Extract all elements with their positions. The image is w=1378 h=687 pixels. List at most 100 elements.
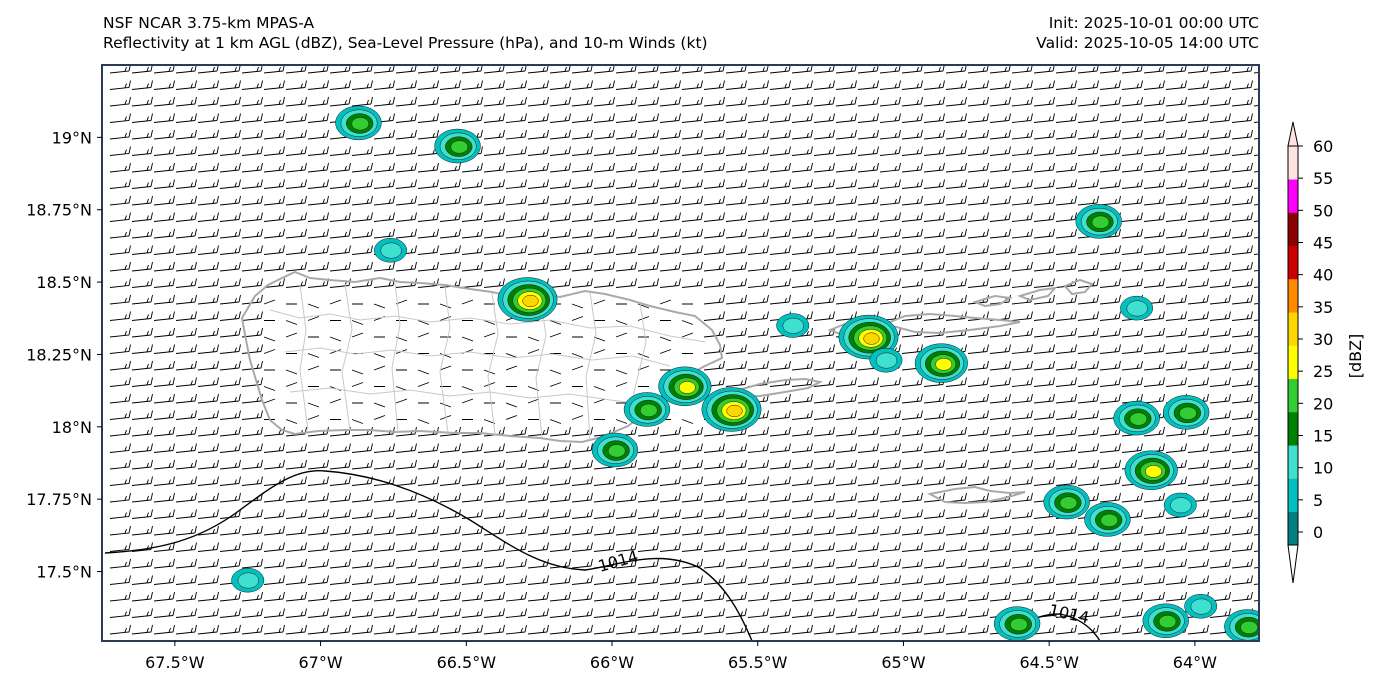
model-title: NSF NCAR 3.75-km MPAS-A [103, 14, 315, 32]
colorbar-segment [1288, 378, 1298, 413]
reflectivity-contour [1240, 620, 1258, 635]
colorbar-tick-label: 55 [1313, 169, 1333, 188]
lon-tick-label: 67.5°W [145, 653, 205, 672]
lon-tick-label: 64°W [1173, 653, 1217, 672]
colorbar-segment [1288, 312, 1298, 346]
colorbar-segment [1288, 412, 1298, 446]
reflectivity-contour [1126, 300, 1148, 317]
storm-cell [591, 432, 639, 468]
isobar-1014-west [104, 470, 753, 641]
reflectivity-contour [639, 403, 658, 417]
colorbar-segment [1288, 245, 1298, 280]
reflectivity-contour [863, 332, 880, 345]
storm-cell [1120, 295, 1154, 321]
reflectivity-cells [231, 105, 1259, 641]
colorbar-segment [1288, 445, 1298, 479]
lat-tick-label: 18.25°N [26, 345, 92, 364]
virgin-islands-coastline [881, 278, 1094, 335]
storm-cell [623, 392, 671, 427]
colorbar-segment [1288, 279, 1298, 313]
storm-cell [869, 347, 903, 373]
storm-cell [1043, 484, 1090, 520]
storm-cell [701, 387, 762, 432]
storm-cell [434, 128, 481, 164]
storm-cell [1124, 450, 1178, 490]
st-croix-coastline [927, 485, 1026, 505]
fields-title: Reflectivity at 1 km AGL (dBZ), Sea-Leve… [103, 34, 708, 52]
storm-cell [993, 606, 1041, 641]
lon-tick-label: 64.5°W [1019, 653, 1079, 672]
storm-cell [1163, 492, 1197, 518]
colorbar-tick-label: 50 [1313, 201, 1333, 220]
storm-cell [1142, 603, 1189, 638]
storm-cell [1184, 594, 1218, 619]
colorbar-tick-label: 45 [1313, 234, 1333, 253]
reflectivity-contour [450, 140, 469, 154]
colorbar-segment [1288, 212, 1298, 247]
reflectivity-contour [1100, 513, 1119, 527]
storm-cell [1084, 502, 1131, 537]
colorbar-segment [1288, 478, 1298, 513]
storm-cell [914, 343, 968, 383]
lon-tick-label: 66.5°W [437, 653, 497, 672]
reflectivity-contour [607, 444, 626, 458]
colorbar-tick-label: 0 [1313, 523, 1323, 542]
reflectivity-contour [1059, 496, 1078, 510]
reflectivity-contour [237, 572, 259, 589]
storm-cell [1075, 204, 1122, 239]
reflectivity-contour [1091, 215, 1110, 229]
map-background [102, 65, 1259, 641]
storm-cell [838, 314, 899, 360]
lat-tick-label: 18.75°N [26, 201, 92, 220]
title-right: Init: 2025-10-01 00:00 UTC Valid: 2025-1… [1036, 13, 1259, 53]
colorbar-bottom-arrow [1287, 544, 1299, 584]
colorbar-segment [1288, 345, 1298, 380]
reflectivity-contour [782, 317, 804, 334]
colorbar-tick-label: 5 [1313, 491, 1323, 510]
lat-tick-label: 18.5°N [36, 273, 92, 292]
map-frame [101, 64, 1260, 642]
colorbar-segment [1288, 146, 1298, 180]
lat-tick-label: 17.5°N [36, 563, 92, 582]
colorbar-top-arrow [1287, 121, 1299, 147]
lat-tick-label: 17.75°N [26, 490, 92, 509]
lat-tick-label: 18°N [52, 418, 92, 437]
reflectivity-contour [935, 358, 953, 371]
reflectivity-contour [380, 242, 402, 259]
storm-cell [231, 567, 265, 593]
storm-cell [497, 277, 558, 322]
valid-time: Valid: 2025-10-05 14:00 UTC [1036, 34, 1259, 52]
storm-cell [658, 366, 712, 407]
reflectivity-contour [1010, 617, 1028, 632]
reflectivity-contour [351, 117, 370, 131]
colorbar-tick-label: 10 [1313, 459, 1333, 478]
storm-cell [1162, 395, 1210, 430]
colorbar-segment [1288, 179, 1298, 213]
longitude-axis: 67.5°W 67°W 66.5°W 66°W 65.5°W 65°W 64.5°W 64°W [145, 641, 1217, 672]
init-time: Init: 2025-10-01 00:00 UTC [1048, 14, 1259, 32]
colorbar-segment [1288, 511, 1298, 546]
storm-cell [374, 237, 407, 263]
title-left: NSF NCAR 3.75-km MPAS-A Reflectivity at … [103, 13, 708, 53]
storm-cell [1224, 609, 1259, 641]
lat-tick-label: 19°N [52, 128, 92, 147]
colorbar-tick-label: 60 [1313, 137, 1333, 156]
reflectivity-contour [678, 381, 696, 394]
puerto-rico-coastline [240, 270, 724, 444]
latitude-axis: 19°N 18.75°N 18.5°N 18.25°N 18°N 17.75°N 17.5°… [26, 128, 102, 582]
colorbar-tick-label: 30 [1313, 330, 1333, 349]
reflectivity-contour [1179, 406, 1197, 420]
reflectivity-contour [1129, 412, 1148, 426]
colorbar-tick-label: 35 [1313, 298, 1333, 317]
municipal-boundaries [269, 282, 706, 441]
colorbar-tick-label: 20 [1313, 394, 1333, 413]
reflectivity-contour [1170, 497, 1192, 514]
reflectivity-contour [1158, 615, 1177, 629]
colorbar-label: [dBZ] [1346, 334, 1365, 379]
lon-tick-label: 65.5°W [728, 653, 788, 672]
reflectivity-contour [1145, 465, 1162, 478]
lon-tick-label: 67°W [298, 653, 342, 672]
wind-barb-field [109, 65, 1259, 635]
colorbar-tick-label: 25 [1313, 362, 1333, 381]
